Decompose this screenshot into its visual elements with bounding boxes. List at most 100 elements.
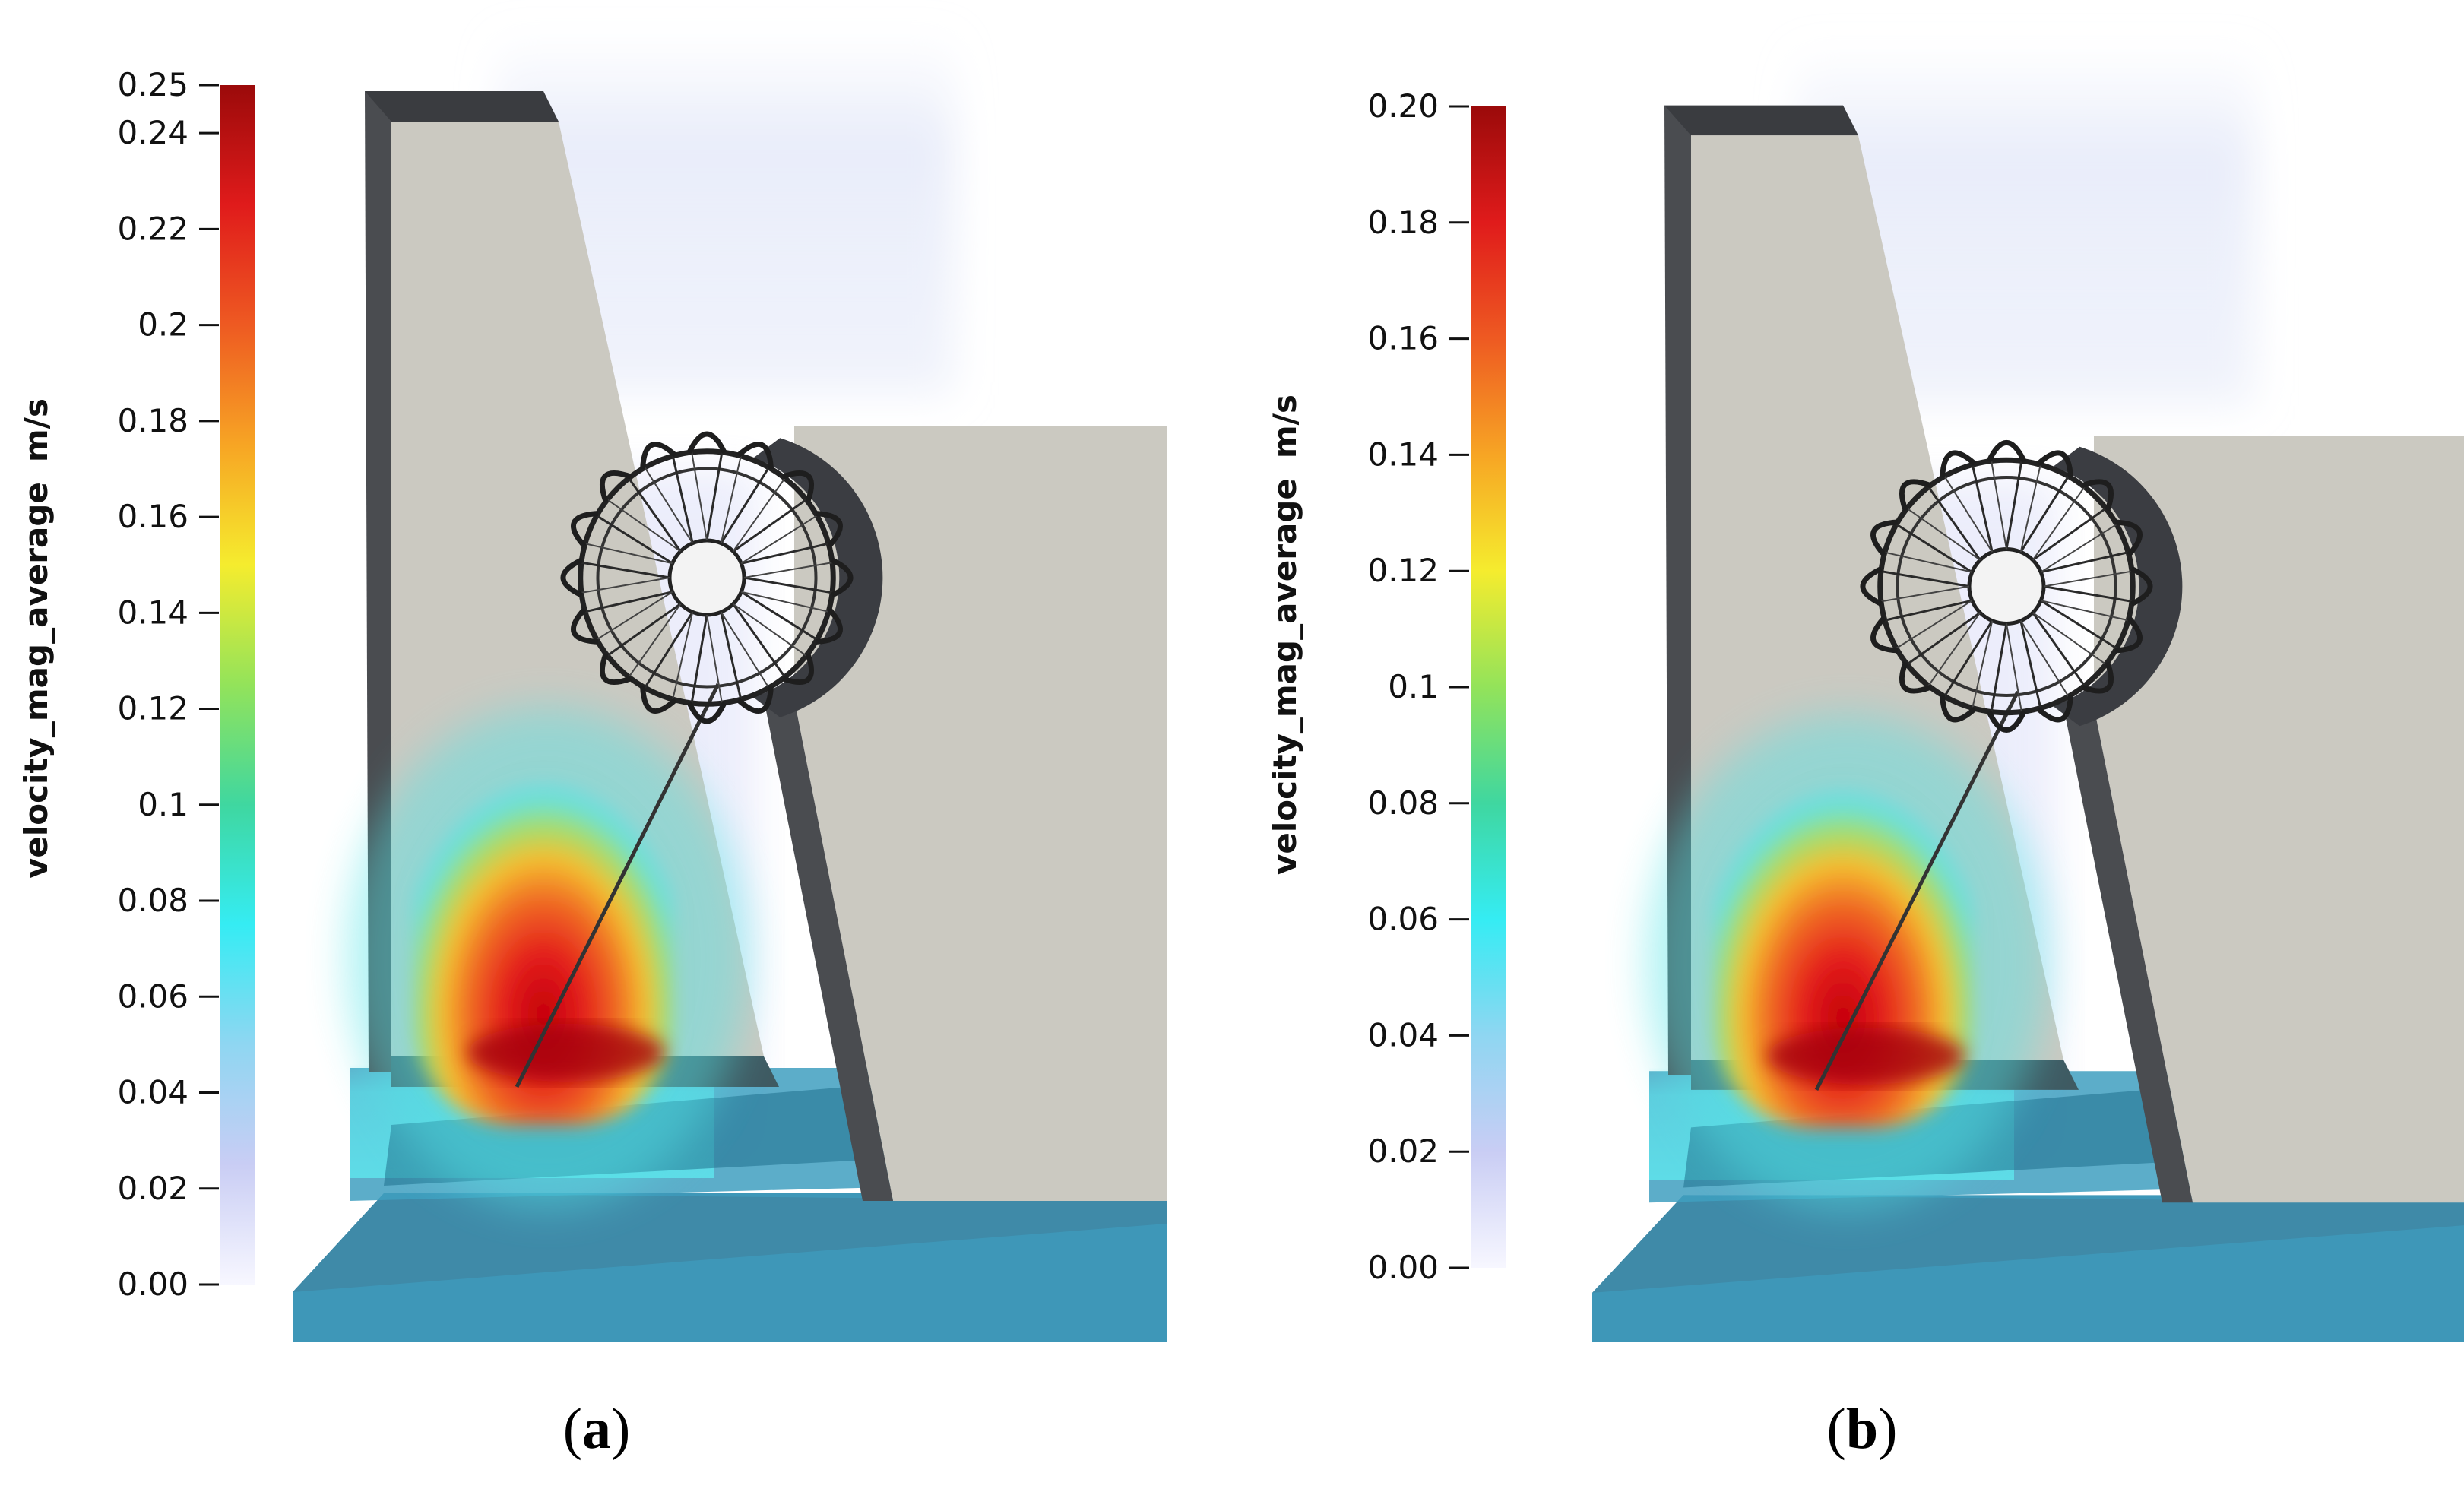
wheel-spoke: [743, 576, 833, 594]
right-wall-face: [2094, 436, 2464, 1203]
colorbar-b: [1471, 106, 1506, 1268]
wheel-spoke: [1927, 486, 1981, 561]
wheel-spoke: [691, 451, 708, 541]
wheel-blade: [1899, 479, 1932, 512]
colorbar-tick-label: 0.22: [117, 210, 188, 247]
wheel-hub: [1967, 546, 2046, 626]
wheel-spoke: [581, 577, 670, 594]
colorbar-tick-label: 0.25: [117, 66, 188, 103]
wheel-blade: [1899, 661, 1932, 694]
wheel-spoke: [628, 603, 682, 678]
wheel-blade: [736, 442, 774, 470]
colorbar-tick-label: 0.1: [138, 786, 188, 823]
colorbar-title: velocity_mag_average m/s: [17, 398, 55, 879]
wheel-blade: [640, 442, 677, 470]
colorbar-tick-label: 0.18: [117, 402, 188, 439]
water-wheel: [560, 431, 883, 724]
colorbar-tick-label: 0.16: [117, 498, 188, 535]
colorbar-unit: m/s: [1266, 394, 1303, 458]
wheel-spoke: [690, 614, 708, 704]
panel-a: 0.25 0.24 0.22 0.2 0.18 0.16 0.14 0.12 0.1 0.08 0.…: [17, 30, 1167, 1461]
wheel-blade: [736, 686, 774, 714]
wheel-spoke: [644, 467, 694, 544]
wheel-blade: [1986, 710, 2027, 733]
wheel-spoke: [2040, 551, 2129, 574]
wheel-blade: [600, 652, 632, 685]
panel-b: 0.20 0.18 0.16 0.14 0.12 0.1 0.08 0.06 0.04 0.02 0…: [1266, 45, 2464, 1461]
wheel-rim: [1877, 457, 2136, 716]
panel-label-a: (a): [563, 1397, 631, 1461]
wheel-spoke: [740, 591, 818, 641]
colorbar-title-text: velocity_mag_average: [17, 482, 55, 879]
wheel-blade: [2130, 566, 2153, 607]
wheel-spoke: [2040, 524, 2117, 573]
wheel-inner-rim: [596, 467, 818, 689]
colorbar-tick-label: 0.06: [1367, 901, 1439, 938]
wheel-blade: [2081, 479, 2114, 512]
left-wall-top: [1664, 105, 1858, 136]
colorbar-unit: m/s: [17, 398, 55, 462]
wheel-blade: [686, 702, 727, 724]
wheel-spoke: [581, 561, 670, 579]
wheel-spoke: [732, 603, 786, 678]
wheel-spoke: [606, 499, 681, 553]
wheel-spoke: [733, 603, 807, 657]
wheel-spoke: [1971, 464, 1994, 553]
colorbar-tick-label: 0.08: [117, 882, 188, 919]
wheel-spoke: [1943, 476, 1994, 553]
wheel-spoke: [596, 591, 673, 641]
wheel-hub: [667, 538, 746, 617]
wheel-spoke: [1991, 461, 2007, 550]
wheel-spoke: [1972, 620, 1994, 708]
wheel-blade: [815, 511, 843, 548]
wheel-spoke: [720, 611, 743, 700]
panel-label-b: (b): [1827, 1397, 1898, 1461]
wheel-spoke: [2005, 461, 2023, 550]
wheel-spoke: [706, 614, 723, 704]
colorbar-tick-label: 0.06: [117, 977, 188, 1015]
wheel-blade: [781, 652, 814, 685]
wheel-spoke: [741, 591, 829, 613]
right-wall-face: [794, 426, 1167, 1201]
wheel-spoke: [584, 591, 673, 613]
colorbar-tick-label: 0.24: [117, 114, 188, 151]
wheel-spoke: [732, 477, 786, 552]
channel-slope: [1592, 1195, 2464, 1293]
wheel-spoke: [671, 455, 694, 544]
right-wall-edge: [2063, 706, 2193, 1203]
wheel-spoke: [584, 543, 673, 565]
wheel-blade: [571, 607, 599, 645]
wheel-rim: [578, 448, 836, 707]
wheel-housing: [753, 438, 883, 717]
wheel-spoke: [628, 477, 682, 553]
wheel-spoke: [732, 499, 807, 553]
colorbar-tick-label: 0.04: [1367, 1016, 1439, 1053]
colorbar-tick-label: 0.12: [1367, 552, 1439, 589]
colorbar-tick-label: 0.02: [117, 1170, 188, 1207]
wheel-spoke: [2019, 620, 2042, 708]
wheel-spoke: [2043, 570, 2133, 588]
wheel-spoke: [672, 612, 694, 700]
right-wall-edge: [764, 699, 893, 1201]
wheel-blade: [600, 470, 632, 503]
wheel-spoke: [1896, 523, 1973, 573]
wheel-spoke: [1927, 612, 1981, 686]
wheel-spoke: [740, 515, 818, 565]
wheel-blade: [781, 470, 814, 503]
wheel-spoke: [644, 611, 694, 689]
colorbar-tick-label: 0.14: [1367, 436, 1439, 473]
wheel-spoke: [606, 603, 682, 657]
velocity-plume: [414, 730, 673, 1125]
colorbar-tick-label: 0.1: [1388, 668, 1439, 705]
plume-core: [467, 1024, 665, 1082]
wheel-spoke: [720, 467, 770, 544]
wheel-blade: [640, 686, 677, 714]
wheel-blade: [831, 557, 854, 598]
water-wheel: [1860, 439, 2183, 733]
wheel-spoke: [2040, 599, 2117, 650]
wheel-spoke: [740, 542, 829, 565]
wheel-spoke: [1884, 599, 1973, 622]
wheel-blade: [2114, 616, 2143, 654]
inclined-screen: [1814, 690, 2020, 1091]
